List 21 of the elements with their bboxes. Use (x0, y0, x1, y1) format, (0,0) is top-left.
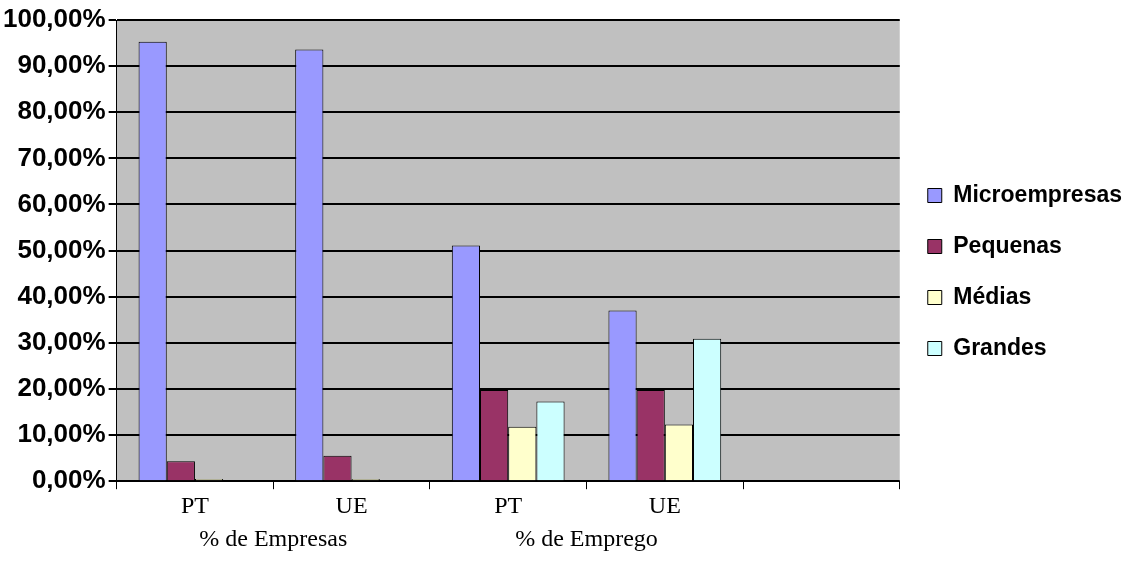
y-tick-label: 100,00% (2, 3, 106, 34)
legend-label: Grandes (953, 333, 1047, 360)
y-tick-label: 10,00% (17, 418, 106, 449)
y-tick-label: 90,00% (17, 49, 106, 80)
legend-label: Médias (953, 282, 1032, 309)
y-tick-label: 80,00% (17, 95, 106, 126)
y-tick-label: 0,00% (31, 464, 106, 495)
legend-label: Pequenas (953, 231, 1062, 258)
text: % de Empresas (199, 525, 348, 553)
x-tick-label: PT (180, 491, 210, 518)
y-tick-label: 20,00% (17, 372, 106, 403)
x-tick-label: PT (494, 491, 523, 518)
y-tick-label: 70,00% (17, 141, 106, 172)
y-tick-label: 60,00% (17, 187, 106, 218)
y-tick-label: 30,00% (17, 326, 106, 357)
x-tick-label: UE (648, 491, 681, 518)
x-tick-label: UE (335, 491, 368, 518)
legend-label: Microempresas (953, 180, 1122, 207)
y-tick-label: 40,00% (17, 279, 106, 310)
y-tick-label: 50,00% (17, 233, 106, 264)
text: % de Emprego (515, 525, 658, 553)
